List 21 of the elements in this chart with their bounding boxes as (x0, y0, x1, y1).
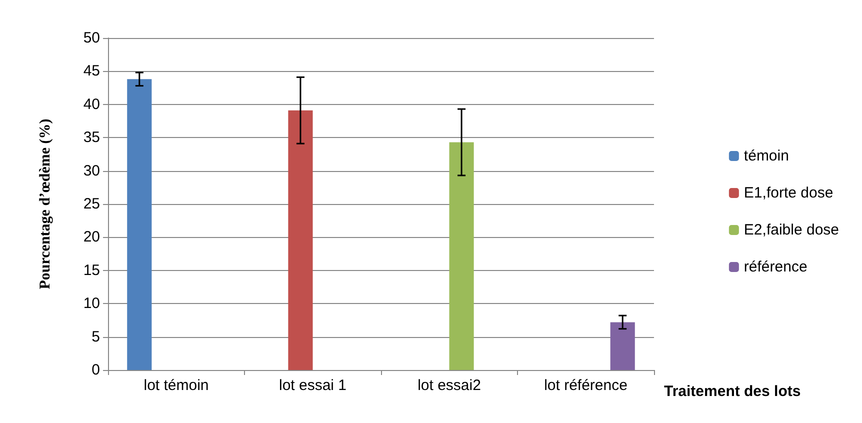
x-tick-label: lot essai2 (418, 377, 481, 394)
x-tick-label: lot témoin (144, 377, 209, 394)
y-tick-label: 50 (83, 30, 100, 46)
y-tick-label: 10 (83, 295, 100, 312)
x-tick-label: lot référence (544, 377, 628, 394)
y-tick-label: 25 (83, 196, 100, 212)
y-tick-label: 5 (92, 328, 100, 346)
y-tick-label: 45 (83, 62, 100, 80)
legend-label: E2,faible dose (744, 222, 840, 238)
x-tick-label: lot essai 1 (278, 377, 347, 394)
legend-label: témoin (744, 148, 789, 164)
y-tick-label: 30 (83, 162, 100, 180)
y-tick-label: 0 (92, 362, 100, 378)
legend-label: E1,forte dose (744, 184, 834, 202)
y-tick-label: 40 (83, 96, 100, 113)
legend-label: référence (744, 258, 808, 276)
y-axis-title: Pourcentage d’œdème (%) (38, 118, 54, 290)
y-tick-label: 35 (83, 129, 100, 146)
x-axis-title: Traitement des lots (664, 383, 801, 400)
y-tick-label: 20 (83, 228, 100, 246)
y-tick-label: 15 (83, 262, 100, 279)
